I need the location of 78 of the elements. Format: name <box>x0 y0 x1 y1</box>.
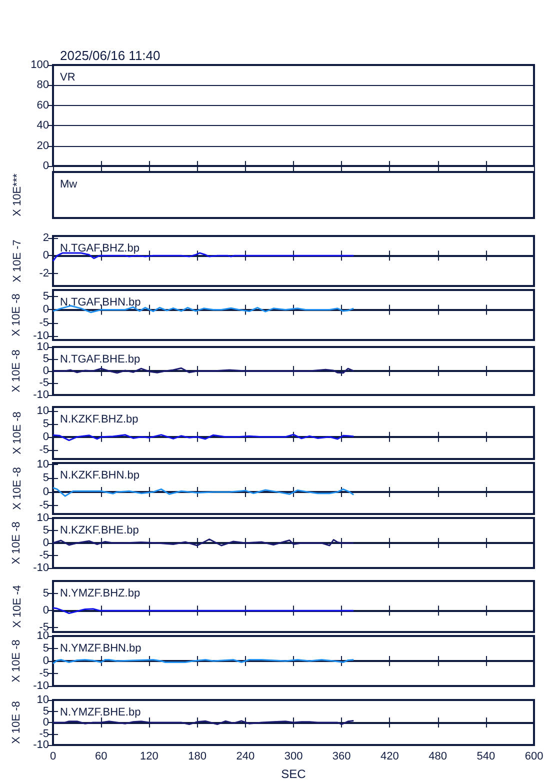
text: N.TGAF.BHZ.bp <box>60 242 140 254</box>
text: X 10E*** <box>12 172 24 216</box>
y-tick-label: 5 <box>42 705 49 718</box>
x-axis-title: SEC <box>281 767 306 781</box>
y-tick-label: 20 <box>36 140 49 152</box>
text: N.KZKF.BHN.bp <box>60 470 140 482</box>
y-tick-label: -10 <box>33 562 49 574</box>
y-tick-label: 0 <box>42 655 49 667</box>
y-axis-title: X 10E -8 <box>10 701 23 744</box>
x-tick-label: 240 <box>236 750 255 762</box>
x-tick-label: 360 <box>332 750 351 762</box>
y-axis-title: X 10E -8 <box>12 467 24 510</box>
y-tick-label: -5 <box>39 550 49 562</box>
y-tick-label: 10 <box>36 341 49 353</box>
y-tick-label: -2 <box>39 268 49 280</box>
y-tick-label: 10 <box>36 512 49 524</box>
x-tick-label: 300 <box>284 750 303 762</box>
y-axis-title: X 10E -8 <box>10 522 23 564</box>
y-tick-label: -10 <box>33 389 49 401</box>
y-tick-label: 5 <box>42 588 49 600</box>
y-tick-label: 60 <box>36 99 49 112</box>
text: N.KZKF.BHE.bp <box>60 524 139 536</box>
text: 2025/06/16 11:40 <box>60 48 160 63</box>
y-tick-label: 0 <box>42 430 49 443</box>
y-tick-label: 5 <box>42 353 49 365</box>
y-axis-title: X 10E -8 <box>10 640 23 682</box>
y-tick-label: 0 <box>42 250 49 262</box>
y-tick-label: 5 <box>42 418 49 430</box>
y-tick-label: 5 <box>42 642 49 654</box>
y-tick-label: 2 <box>42 232 49 244</box>
y-tick-label: -5 <box>39 728 49 740</box>
x-tick-label: 540 <box>476 750 496 762</box>
text: N.TGAF.BHN.bp <box>60 296 141 308</box>
text: N.TGAF.BHE.bp <box>60 354 140 366</box>
y-tick-label: 100 <box>30 59 49 71</box>
y-tick-label: 5 <box>42 290 49 303</box>
x-tick-label: 600 <box>524 750 544 762</box>
line-series <box>52 252 354 262</box>
y-tick-label: 0 <box>42 604 49 617</box>
y-axis-title: X 10E -7 <box>12 240 24 282</box>
y-tick-label: -5 <box>39 316 49 329</box>
text: N.YMZF.BHN.bp <box>60 642 142 654</box>
text: VR <box>60 72 76 84</box>
y-tick-label: 40 <box>36 120 49 132</box>
text: N.KZKF.BHZ.bp <box>60 414 138 426</box>
y-tick-label: 5 <box>42 524 49 536</box>
text: N.YMZF.BHE.bp <box>60 706 141 718</box>
x-tick-label: 480 <box>428 750 447 762</box>
y-tick-label: -10 <box>33 330 49 342</box>
y-tick-label: -5 <box>39 500 49 512</box>
line-series <box>52 538 354 546</box>
y-tick-label: -5 <box>39 668 49 680</box>
y-axis-title: X 10E -8 <box>10 350 23 392</box>
y-tick-label: 0 <box>42 486 49 498</box>
y-tick-label: -10 <box>33 680 49 692</box>
y-tick-label: -5 <box>39 444 49 456</box>
y-axis-title: X 10E -8 <box>12 412 24 454</box>
text: Mw <box>60 178 78 190</box>
y-tick-label: 0 <box>42 160 49 172</box>
text: N.YMZF.BHZ.bp <box>60 588 140 600</box>
y-tick-label: -5 <box>39 377 49 389</box>
y-axis-title: X 10E -4 <box>12 585 24 628</box>
y-tick-label: 0 <box>42 365 49 377</box>
y-tick-label: 80 <box>36 79 49 92</box>
y-tick-label: 0 <box>42 716 49 728</box>
x-tick-label: 180 <box>188 750 206 762</box>
x-tick-label: 120 <box>140 750 158 762</box>
y-tick-label: 10 <box>36 458 49 470</box>
y-tick-label: 0 <box>42 537 49 549</box>
y-tick-label: 0 <box>42 304 49 316</box>
y-tick-label: -10 <box>33 739 49 751</box>
x-tick-label: 60 <box>94 750 108 762</box>
x-tick-label: 420 <box>380 750 399 762</box>
line-series <box>52 487 354 497</box>
y-tick-label: 10 <box>36 404 49 417</box>
y-axis-title: X 10E -8 <box>10 294 23 336</box>
y-tick-label: 10 <box>36 694 49 706</box>
y-tick-label: 5 <box>42 472 49 484</box>
